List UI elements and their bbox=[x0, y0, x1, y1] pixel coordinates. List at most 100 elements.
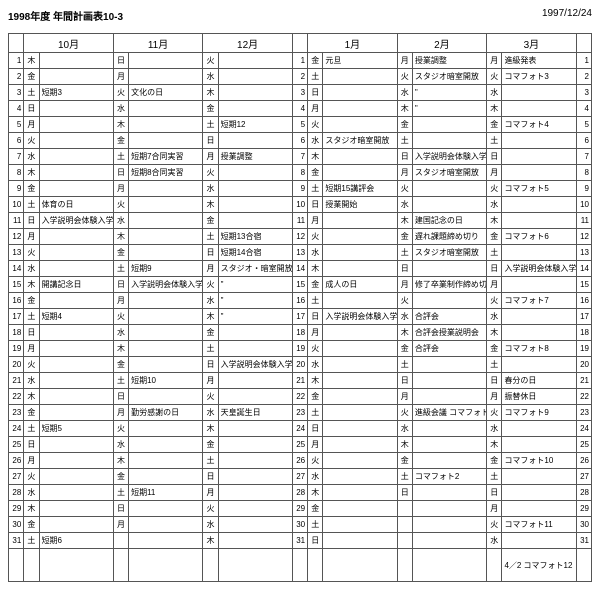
day-2-20: 土 bbox=[397, 357, 412, 373]
ev-11-10 bbox=[129, 197, 203, 213]
idx-right: 21 bbox=[576, 373, 591, 389]
day-2-27: 土 bbox=[397, 469, 412, 485]
idx-right: 7 bbox=[576, 149, 591, 165]
ev-2-27: コマフォト2 bbox=[412, 469, 486, 485]
footer-idx bbox=[576, 549, 591, 582]
footer-blank-4 bbox=[129, 549, 203, 582]
ev-1-10: 授業開始 bbox=[323, 197, 397, 213]
idx-mid: 9 bbox=[292, 181, 307, 197]
idx-mid: 15 bbox=[292, 277, 307, 293]
idx-mid: 12 bbox=[292, 229, 307, 245]
idx-right: 6 bbox=[576, 133, 591, 149]
ev-2-18: 合評会授業説明会 bbox=[412, 325, 486, 341]
idx-right: 4 bbox=[576, 101, 591, 117]
ev-3-30: コマフォト11 bbox=[502, 517, 576, 533]
idx-right: 11 bbox=[576, 213, 591, 229]
day-11-2: 月 bbox=[113, 69, 128, 85]
page-header: 1998年度 年間計画表10-3 1997/12/24 bbox=[8, 8, 592, 23]
row-25: 25日水金25月木木25 bbox=[9, 437, 592, 453]
idx-left: 30 bbox=[9, 517, 24, 533]
day-10-12: 月 bbox=[24, 229, 39, 245]
idx-left: 22 bbox=[9, 389, 24, 405]
day-12-18: 金 bbox=[203, 325, 218, 341]
idx-left: 4 bbox=[9, 101, 24, 117]
month-12: 12月 bbox=[203, 34, 293, 53]
ev-12-7: 授業調整 bbox=[218, 149, 292, 165]
idx-left: 5 bbox=[9, 117, 24, 133]
day-3-13: 土 bbox=[487, 245, 502, 261]
ev-12-26 bbox=[218, 453, 292, 469]
day-1-13: 水 bbox=[308, 245, 323, 261]
day-10-31: 土 bbox=[24, 533, 39, 549]
ev-12-23: 天皇誕生日 bbox=[218, 405, 292, 421]
ev-10-21 bbox=[39, 373, 113, 389]
day-2-9: 火 bbox=[397, 181, 412, 197]
footer-blank-7 bbox=[292, 549, 307, 582]
ev-10-8 bbox=[39, 165, 113, 181]
ev-12-8 bbox=[218, 165, 292, 181]
ev-1-25 bbox=[323, 437, 397, 453]
day-10-1: 木 bbox=[24, 53, 39, 69]
idx-right: 12 bbox=[576, 229, 591, 245]
day-10-18: 日 bbox=[24, 325, 39, 341]
day-2-8: 月 bbox=[397, 165, 412, 181]
day-10-28: 水 bbox=[24, 485, 39, 501]
idx-left: 27 bbox=[9, 469, 24, 485]
ev-11-21: 短期10 bbox=[129, 373, 203, 389]
ev-10-31: 短期6 bbox=[39, 533, 113, 549]
ev-11-15: 入学説明会体験入学 bbox=[129, 277, 203, 293]
ev-2-13: スタジオ暗室開放 bbox=[412, 245, 486, 261]
day-2-1: 月 bbox=[397, 53, 412, 69]
ev-2-22 bbox=[412, 389, 486, 405]
ev-3-13 bbox=[502, 245, 576, 261]
day-12-17: 木 bbox=[203, 309, 218, 325]
ev-2-10 bbox=[412, 197, 486, 213]
ev-1-16 bbox=[323, 293, 397, 309]
ev-3-4 bbox=[502, 101, 576, 117]
ev-12-19 bbox=[218, 341, 292, 357]
idx-left: 13 bbox=[9, 245, 24, 261]
ev-11-5 bbox=[129, 117, 203, 133]
day-2-26: 金 bbox=[397, 453, 412, 469]
ev-2-2: スタジオ暗室開放 bbox=[412, 69, 486, 85]
row-28: 28水土短期11月28木日日28 bbox=[9, 485, 592, 501]
idx-mid: 31 bbox=[292, 533, 307, 549]
day-3-30: 火 bbox=[487, 517, 502, 533]
ev-10-14 bbox=[39, 261, 113, 277]
ev-11-6 bbox=[129, 133, 203, 149]
ev-3-7 bbox=[502, 149, 576, 165]
ev-2-4: " bbox=[412, 101, 486, 117]
ev-11-29 bbox=[129, 501, 203, 517]
ev-1-22 bbox=[323, 389, 397, 405]
ev-11-24 bbox=[129, 421, 203, 437]
day-3-27: 土 bbox=[487, 469, 502, 485]
ev-3-2: コマフォト3 bbox=[502, 69, 576, 85]
ev-2-1: 授業調整 bbox=[412, 53, 486, 69]
day-10-17: 土 bbox=[24, 309, 39, 325]
row-21: 21水土短期10月21木日日春分の日21 bbox=[9, 373, 592, 389]
ev-3-10 bbox=[502, 197, 576, 213]
ev-10-5 bbox=[39, 117, 113, 133]
day-3-18: 木 bbox=[487, 325, 502, 341]
idx-mid: 21 bbox=[292, 373, 307, 389]
day-11-7: 土 bbox=[113, 149, 128, 165]
day-2-19: 金 bbox=[397, 341, 412, 357]
doc-title: 1998年度 年間計画表10-3 bbox=[8, 8, 123, 23]
day-10-11: 日 bbox=[24, 213, 39, 229]
row-23: 23金月勤労感謝の日水天皇誕生日23土火進級会議 コマフォト1火コマフォト923 bbox=[9, 405, 592, 421]
day-12-1: 火 bbox=[203, 53, 218, 69]
day-2-5: 金 bbox=[397, 117, 412, 133]
row-31: 31土短期6木31日水31 bbox=[9, 533, 592, 549]
day-1-6: 水 bbox=[308, 133, 323, 149]
ev-11-28: 短期11 bbox=[129, 485, 203, 501]
day-11-14: 土 bbox=[113, 261, 128, 277]
day-11-19: 木 bbox=[113, 341, 128, 357]
day-2-2: 火 bbox=[397, 69, 412, 85]
day-2-25: 木 bbox=[397, 437, 412, 453]
idx-mid: 20 bbox=[292, 357, 307, 373]
row-14: 14水土短期9月スタジオ・暗室開放14木日日入学説明会体験入学14 bbox=[9, 261, 592, 277]
day-3-2: 火 bbox=[487, 69, 502, 85]
ev-10-7 bbox=[39, 149, 113, 165]
day-2-12: 金 bbox=[397, 229, 412, 245]
footer-row: 4／2 コマフォト12 bbox=[9, 549, 592, 582]
